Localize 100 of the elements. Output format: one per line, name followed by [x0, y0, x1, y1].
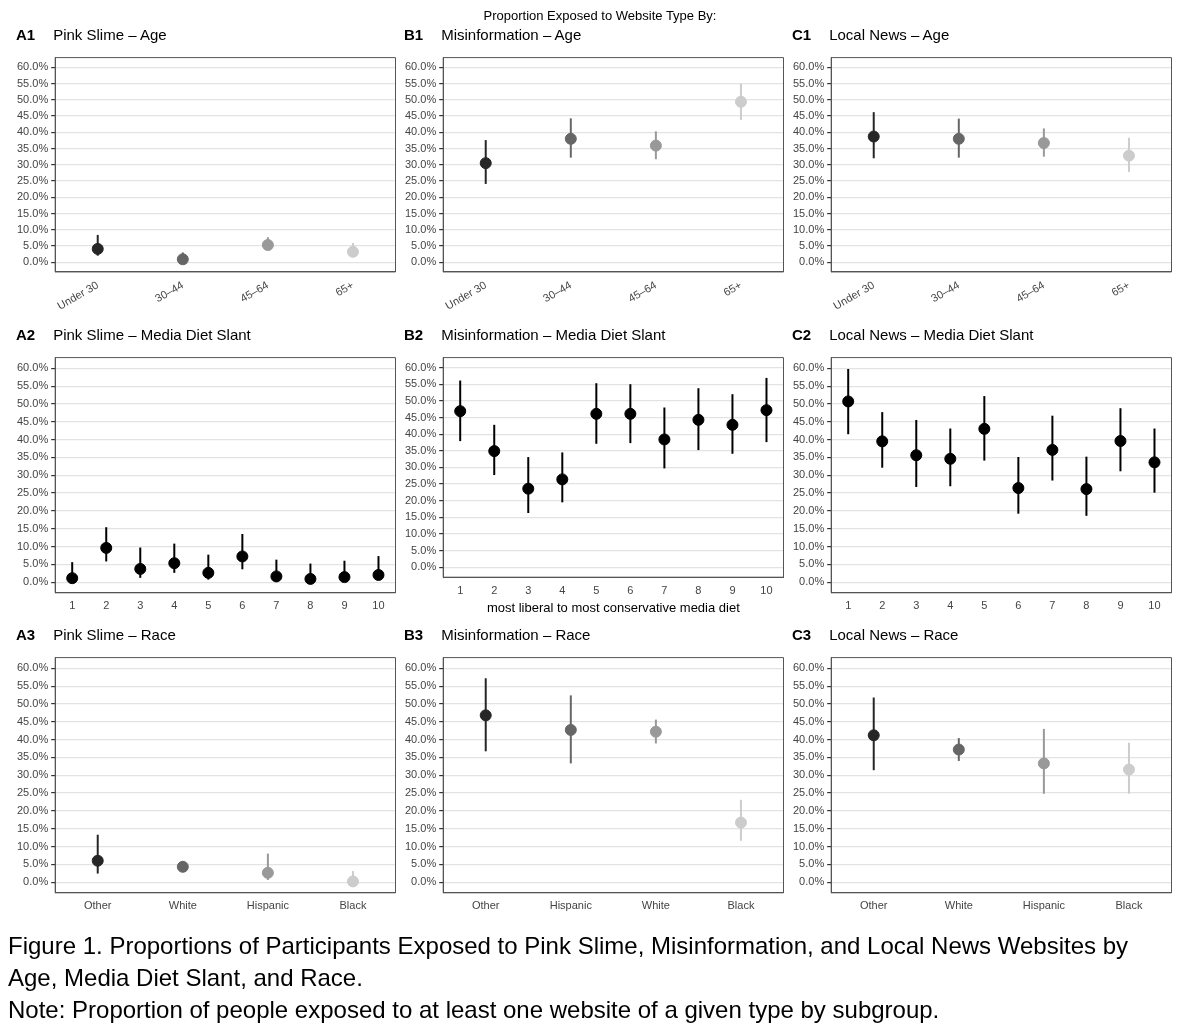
x-tick-label: 6	[239, 599, 246, 612]
y-tick-label: 55.0%	[16, 679, 49, 692]
y-tick-label: 40.0%	[792, 432, 825, 445]
y-tick-label: 40.0%	[16, 125, 49, 138]
chart-subtitle: Pink Slime – Media Diet Slant	[53, 326, 251, 343]
y-tick-label: 15.0%	[16, 206, 49, 219]
y-tick-label: 30.0%	[792, 157, 825, 170]
x-tick-label: 65+	[721, 278, 744, 299]
y-tick-label: 15.0%	[792, 821, 825, 834]
chart-subtitle: Local News – Media Diet Slant	[829, 326, 1034, 343]
chart-title: A2	[16, 326, 36, 343]
x-tick-label: 1	[845, 599, 852, 612]
y-tick-label: 30.0%	[404, 157, 437, 170]
y-tick-label: 0.0%	[411, 255, 437, 268]
y-tick-label: 60.0%	[404, 360, 437, 373]
x-tick-label: 2	[491, 583, 498, 596]
x-tick-label: 10	[372, 599, 385, 612]
y-tick-label: 35.0%	[792, 141, 825, 154]
y-tick-label: 20.0%	[792, 803, 825, 816]
chart-title: B2	[404, 326, 424, 343]
x-tick-label: 8	[695, 583, 702, 596]
y-tick-label: 50.0%	[404, 92, 437, 105]
y-tick-label: 45.0%	[16, 414, 49, 427]
y-tick-label: 20.0%	[404, 190, 437, 203]
x-tick-label: 7	[273, 599, 280, 612]
x-tick-label: 3	[137, 599, 144, 612]
y-tick-label: 20.0%	[792, 503, 825, 516]
y-tick-label: 20.0%	[16, 503, 49, 516]
x-tick-label: 1	[457, 583, 464, 596]
y-tick-label: 0.0%	[411, 875, 437, 888]
y-tick-label: 5.0%	[23, 857, 49, 870]
x-tick-label: 3	[913, 599, 920, 612]
y-tick-label: 60.0%	[16, 361, 49, 374]
y-tick-label: 60.0%	[792, 60, 825, 73]
y-tick-label: 25.0%	[792, 486, 825, 499]
y-tick-label: 20.0%	[792, 190, 825, 203]
x-tick-label: 6	[1015, 599, 1022, 612]
y-tick-label: 30.0%	[404, 768, 437, 781]
x-tick-label: Black	[339, 899, 367, 912]
x-tick-label: 5	[981, 599, 988, 612]
y-tick-label: 10.0%	[792, 539, 825, 552]
y-tick-label: 60.0%	[404, 661, 437, 674]
y-tick-label: 55.0%	[404, 679, 437, 692]
y-tick-label: 35.0%	[404, 750, 437, 763]
y-tick-label: 50.0%	[16, 696, 49, 709]
y-tick-label: 30.0%	[16, 157, 49, 170]
chart-subtitle: Local News – Age	[829, 26, 950, 43]
y-tick-label: 40.0%	[404, 125, 437, 138]
y-tick-label: 40.0%	[404, 732, 437, 745]
y-tick-label: 55.0%	[792, 76, 825, 89]
x-tick-label: 4	[559, 583, 566, 596]
x-tick-label: 1	[69, 599, 76, 612]
y-tick-label: 30.0%	[792, 468, 825, 481]
x-tick-label: 6	[627, 583, 634, 596]
y-tick-label: 5.0%	[23, 238, 49, 251]
x-tick-label: Hispanic	[1022, 899, 1066, 912]
y-tick-label: 5.0%	[411, 238, 437, 251]
chart-title: B1	[404, 26, 424, 43]
x-tick-label: White	[944, 899, 973, 912]
y-tick-label: 35.0%	[16, 450, 49, 463]
y-tick-label: 5.0%	[411, 857, 437, 870]
y-tick-label: 10.0%	[792, 839, 825, 852]
text: Proportion Exposed to Website Type By:	[482, 8, 718, 25]
y-tick-label: 50.0%	[16, 396, 49, 409]
y-tick-label: 45.0%	[792, 714, 825, 727]
x-axis-title: most liberal to most conservative media diet	[486, 599, 741, 615]
y-tick-label: 25.0%	[404, 174, 437, 187]
chart-subtitle: Misinformation – Media Diet Slant	[441, 326, 666, 343]
x-tick-label: 9	[729, 583, 736, 596]
x-tick-label: 7	[661, 583, 668, 596]
x-tick-label: 65+	[1109, 278, 1132, 299]
y-tick-label: 25.0%	[792, 786, 825, 799]
chart-subtitle: Local News – Race	[829, 626, 959, 643]
y-tick-label: 50.0%	[404, 696, 437, 709]
y-tick-label: 50.0%	[792, 696, 825, 709]
x-tick-label: 8	[1083, 599, 1090, 612]
y-tick-label: 20.0%	[16, 190, 49, 203]
x-tick-label: White	[641, 899, 670, 912]
y-tick-label: 60.0%	[16, 661, 49, 674]
x-tick-label: Black	[1115, 899, 1143, 912]
chart-title: B3	[404, 626, 424, 643]
y-tick-label: 5.0%	[411, 543, 437, 556]
y-tick-label: 35.0%	[16, 750, 49, 763]
y-tick-label: 0.0%	[23, 875, 49, 888]
y-tick-label: 0.0%	[23, 575, 49, 588]
y-tick-label: 20.0%	[404, 493, 437, 506]
y-tick-label: 35.0%	[404, 141, 437, 154]
y-tick-label: 55.0%	[792, 379, 825, 392]
y-tick-label: 40.0%	[792, 732, 825, 745]
y-tick-label: 45.0%	[16, 714, 49, 727]
y-tick-label: 35.0%	[404, 443, 437, 456]
chart-title: C2	[792, 326, 812, 343]
x-tick-label: 2	[879, 599, 886, 612]
y-tick-label: 50.0%	[792, 396, 825, 409]
y-tick-label: 0.0%	[411, 560, 437, 573]
y-tick-label: 15.0%	[792, 206, 825, 219]
y-tick-label: 60.0%	[792, 361, 825, 374]
y-tick-label: 25.0%	[16, 486, 49, 499]
y-tick-label: 0.0%	[23, 255, 49, 268]
y-tick-label: 35.0%	[792, 450, 825, 463]
